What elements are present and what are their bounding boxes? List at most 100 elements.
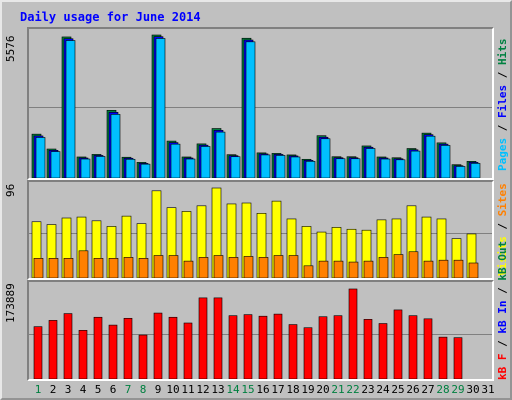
day-label-12: 12 [196, 383, 210, 396]
day-label-7: 7 [124, 383, 132, 396]
bar-pages-day-14 [230, 156, 241, 178]
bar-sites-day-9 [153, 255, 164, 278]
day-label-26: 26 [406, 383, 420, 396]
day-label-23: 23 [361, 383, 375, 396]
bar-sites-day-26 [408, 251, 419, 278]
p2-svg [29, 187, 492, 278]
bar-pages-day-6 [110, 114, 121, 178]
bar-visits-day-18 [286, 218, 297, 278]
bar-kbf-day-10 [168, 316, 178, 379]
bar-kbf-day-11 [183, 322, 193, 379]
bar-sites-day-23 [363, 260, 374, 278]
kbytes-y-max-label: 173889 [4, 283, 17, 323]
legend-part: kB F [496, 353, 509, 381]
day-label-27: 27 [421, 383, 435, 396]
legend-part: / [496, 333, 509, 354]
bar-kbf-day-15 [243, 314, 253, 379]
day-label-15: 15 [241, 383, 255, 396]
hits-files-pages-panel [27, 27, 494, 180]
legend-part: Pages [496, 138, 509, 172]
day-label-6: 6 [109, 383, 117, 396]
legend-part: Hits [496, 38, 509, 66]
bar-visits-day-7 [121, 215, 132, 278]
bar-sites-day-22 [348, 261, 359, 278]
bar-visits-day-28 [436, 218, 447, 278]
day-label-5: 5 [94, 383, 102, 396]
day-label-29: 29 [451, 383, 465, 396]
kbytes-legend: kB F / kB In / kB Out [496, 241, 510, 381]
bar-kbf-day-6 [108, 324, 118, 379]
bar-sites-day-2 [48, 258, 59, 278]
bar-pages-day-16 [260, 154, 271, 178]
day-label-19: 19 [301, 383, 315, 396]
bar-visits-day-9 [151, 190, 162, 278]
bar-pages-day-26 [410, 150, 421, 178]
bar-sites-day-8 [138, 258, 149, 278]
bar-visits-day-13 [211, 187, 222, 278]
legend-part: Sites [496, 183, 509, 217]
bar-kbf-day-20 [318, 316, 328, 379]
bar-pages-day-21 [335, 158, 346, 178]
bar-kbf-day-13 [213, 297, 223, 379]
bar-visits-day-5 [91, 220, 102, 278]
bar-kbf-day-22 [348, 288, 358, 379]
bar-visits-day-30 [466, 233, 477, 278]
bar-visits-day-24 [376, 219, 387, 278]
bar-visits-day-20 [316, 231, 327, 278]
visits-y-max-label: 96 [4, 183, 17, 197]
day-label-10: 10 [166, 383, 180, 396]
legend-part: Files [496, 85, 509, 119]
bar-visits-day-10 [166, 207, 177, 278]
bar-sites-day-1 [33, 258, 44, 278]
bar-kbf-day-29 [453, 337, 463, 379]
bar-kbf-day-24 [378, 323, 388, 379]
bar-sites-day-24 [378, 257, 389, 278]
bar-visits-day-4 [76, 216, 87, 278]
bar-pages-day-4 [80, 158, 91, 178]
bar-sites-day-5 [93, 258, 104, 278]
bar-sites-day-28 [438, 259, 449, 278]
day-label-4: 4 [79, 383, 87, 396]
bar-visits-day-14 [226, 203, 237, 278]
bar-sites-day-18 [288, 255, 299, 278]
bar-kbf-day-14 [228, 315, 238, 379]
bar-kbf-day-26 [408, 315, 418, 379]
bar-kbf-day-16 [258, 315, 268, 379]
bar-kbf-day-2 [48, 320, 58, 379]
bar-kbf-day-12 [198, 297, 208, 379]
bar-sites-day-25 [393, 254, 404, 278]
bar-visits-day-3 [61, 217, 72, 278]
bar-kbf-day-19 [303, 327, 313, 379]
bar-sites-day-4 [78, 250, 89, 278]
day-label-14: 14 [226, 383, 240, 396]
hits-legend: Pages / Files / Hits [496, 30, 510, 180]
bar-kbf-day-8 [138, 334, 148, 379]
bar-pages-day-23 [365, 148, 376, 178]
bar-visits-day-6 [106, 226, 117, 278]
bar-sites-day-14 [228, 257, 239, 278]
bar-visits-day-26 [406, 205, 417, 278]
bar-visits-day-25 [391, 218, 402, 278]
bar-kbf-day-1 [33, 326, 43, 379]
bar-kbf-day-21 [333, 315, 343, 379]
bar-kbf-day-25 [393, 309, 403, 379]
bar-sites-day-27 [423, 260, 434, 278]
bar-visits-day-27 [421, 216, 432, 278]
bar-kbf-day-9 [153, 312, 163, 379]
bar-kbf-day-23 [363, 319, 373, 379]
bar-visits-day-15 [241, 202, 252, 278]
bar-pages-day-24 [380, 158, 391, 178]
bar-kbf-day-27 [423, 318, 433, 379]
bar-visits-day-21 [331, 227, 342, 278]
bar-visits-day-12 [196, 205, 207, 278]
day-label-31: 31 [481, 383, 495, 396]
day-label-13: 13 [211, 383, 225, 396]
bar-kbf-day-17 [273, 313, 283, 379]
day-label-2: 2 [49, 383, 57, 396]
bar-kbf-day-7 [123, 317, 133, 379]
bar-visits-day-22 [346, 228, 357, 278]
bar-pages-day-11 [185, 158, 196, 178]
bar-pages-day-8 [140, 163, 151, 178]
bar-sites-day-6 [108, 258, 119, 278]
